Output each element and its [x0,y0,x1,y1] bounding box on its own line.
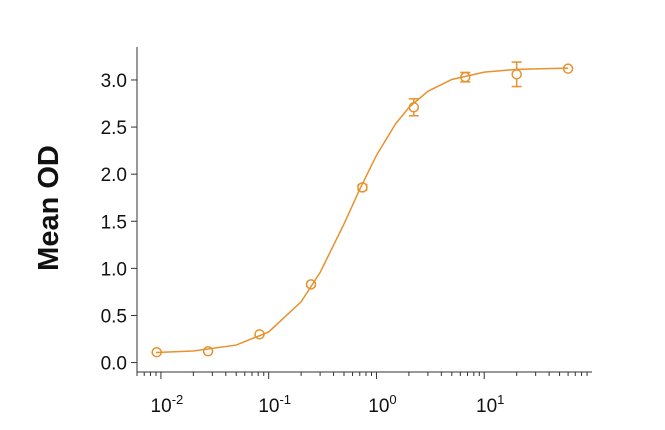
x-tick-label: 10-2 [151,392,184,417]
x-tick-base: 10 [368,396,389,417]
y-tick-label: 1.0 [101,259,127,280]
x-tick-label: 100 [368,392,396,417]
y-tick-label: 3.0 [101,71,127,92]
x-tick-exponent: 1 [497,392,504,407]
x-tick-label: 10-1 [258,392,291,417]
x-tick-base: 10 [258,396,279,417]
y-tick-label: 1.5 [101,212,127,233]
x-tick-exponent: 0 [389,392,396,407]
y-tick-label: 0.0 [101,354,127,375]
x-tick-base: 10 [476,396,497,417]
x-tick-exponent: -1 [279,392,291,407]
y-tick-label: 2.5 [101,118,127,139]
x-tick-label: 101 [476,392,504,417]
fit-curve [155,67,569,354]
x-tick-base: 10 [151,396,172,417]
x-tick-exponent: -2 [172,392,184,407]
y-tick-label: 2.0 [101,165,127,186]
y-axis-label: Mean OD [33,145,65,271]
data-point [511,69,522,80]
y-tick-label: 0.5 [101,306,127,327]
